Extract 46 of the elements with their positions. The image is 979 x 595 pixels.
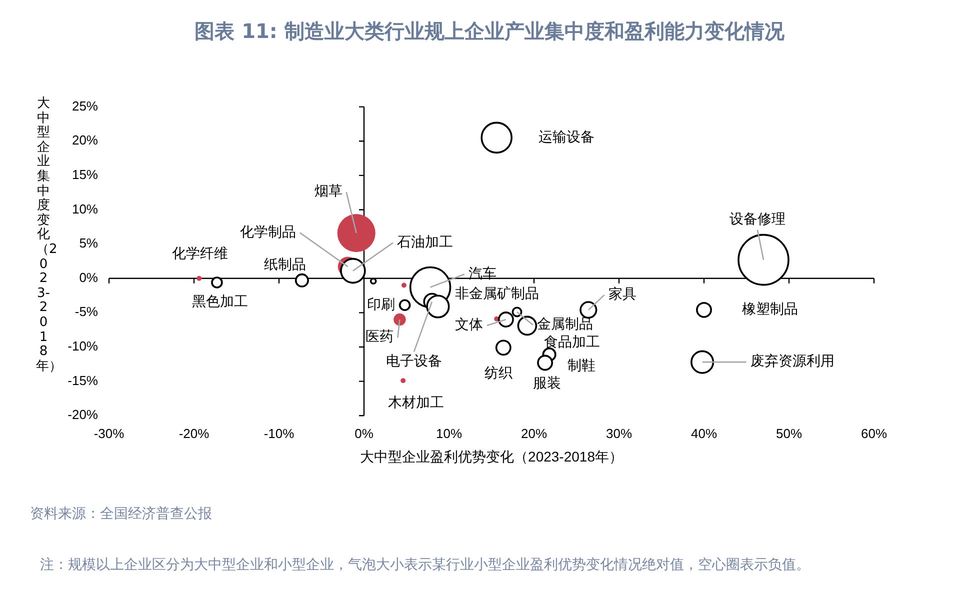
y-tick-label: 25%: [72, 98, 98, 114]
x-tick-label: 40%: [690, 426, 718, 441]
annotation: 制鞋: [567, 358, 596, 374]
y-tick-label: 10%: [72, 201, 98, 216]
annotation: 食品加工: [544, 334, 600, 350]
annotation: 服装: [533, 375, 562, 392]
text: 资料来源：全国经济普查公报: [30, 505, 212, 523]
annotation: 设备修理: [730, 211, 786, 228]
annotation: 文体: [454, 317, 483, 334]
y-tick-label: 15%: [72, 167, 98, 182]
annotation: 橡塑制品: [742, 302, 798, 318]
annotation: 纺织: [484, 365, 512, 382]
annotation: 木材加工: [388, 395, 444, 412]
x-tick-label: -10%: [264, 426, 295, 441]
y-tick-label: 5%: [79, 236, 98, 251]
y-tick-label: -15%: [68, 372, 98, 388]
x-tick-label: -30%: [94, 426, 125, 441]
annotation: 化学制品: [240, 224, 296, 240]
annotation: 印刷: [366, 296, 395, 313]
x-tick-label: 20%: [520, 426, 548, 441]
x-tick-label: 10%: [436, 426, 462, 441]
annotation: 医药: [366, 329, 394, 346]
y-tick-label: -10%: [68, 338, 98, 354]
annotation: 石油加工: [396, 234, 453, 250]
x-tick-label: 0%: [354, 426, 374, 441]
annotation: 纸制品: [264, 257, 306, 274]
x-tick-label: 60%: [860, 426, 888, 441]
annotation: 电子设备: [386, 353, 442, 370]
text: 注：规模以上企业区分为大中型企业和小型企业，气泡大小表示某行业小型企业盈利优势变化情况绝对值，空心圈表示负值。: [40, 556, 810, 574]
y-tick-label: 20%: [72, 132, 98, 148]
y-tick-label: -5%: [74, 304, 98, 320]
annotation: 烟草: [314, 184, 342, 200]
y-tick-label: -20%: [68, 407, 98, 422]
annotation: 运输设备: [538, 129, 595, 146]
x-axis-title: 大中型企业盈利优势变化（2023-2018年）: [360, 448, 623, 464]
x-tick-label: 30%: [606, 426, 632, 441]
x-tick-label: -20%: [178, 426, 210, 441]
x-tick-label: 50%: [776, 426, 802, 441]
text: 大中型企业集中度变化（2023-2018年）: [36, 96, 62, 374]
annotation: 化学纤维: [172, 246, 228, 262]
annotation: 黑色加工: [192, 294, 248, 310]
annotation: 非金属矿制品: [454, 286, 539, 302]
annotation: 家具: [608, 286, 636, 303]
y-tick-label: 0%: [79, 270, 98, 285]
annotation: 废弃资源利用: [750, 354, 834, 370]
chart-title: 图表 11: 制造业大类行业规上企业产业集中度和盈利能力变化情况: [194, 18, 786, 45]
